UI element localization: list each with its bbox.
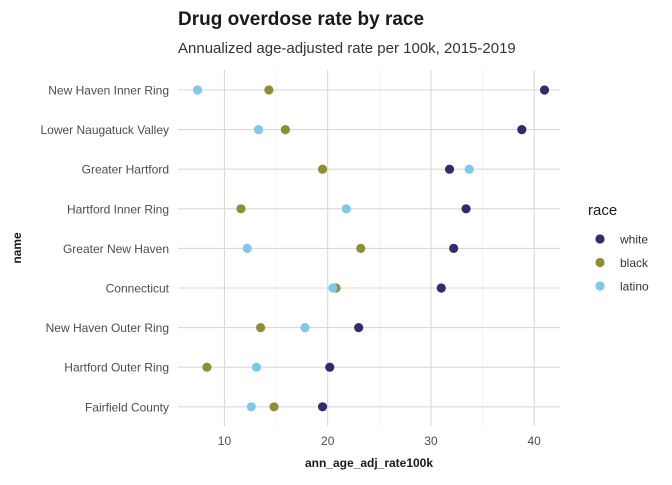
y-tick-label: New Haven Outer Ring	[46, 321, 169, 335]
legend-key-black	[595, 257, 605, 268]
y-tick-label: Greater Hartford	[82, 163, 169, 177]
point-black	[264, 85, 274, 95]
x-tick-label: 20	[321, 434, 335, 448]
y-tick-label: Greater New Haven	[63, 242, 169, 256]
y-tick-label: Lower Naugatuck Valley	[40, 123, 169, 137]
point-latino	[251, 362, 262, 372]
legend-label-latino: latino	[620, 280, 649, 294]
point-white	[325, 362, 335, 372]
point-white	[317, 402, 328, 412]
point-white	[461, 204, 471, 214]
point-black	[269, 402, 279, 412]
point-black	[280, 125, 290, 135]
point-latino	[246, 402, 256, 412]
legend-title: race	[588, 202, 617, 219]
point-black	[255, 323, 266, 333]
y-axis-title: name	[10, 232, 24, 264]
legend-label-white: white	[619, 233, 648, 247]
data-points	[193, 85, 550, 412]
legend-key-white	[595, 234, 605, 244]
point-latino	[193, 85, 203, 95]
chart-subtitle: Annualized age-adjusted rate per 100k, 2…	[178, 40, 516, 57]
point-black	[356, 243, 366, 253]
legend-label-black: black	[620, 256, 649, 270]
point-white	[517, 125, 527, 135]
point-white	[354, 323, 364, 333]
x-tick-label: 40	[528, 434, 542, 448]
x-tick-label: 10	[218, 434, 232, 448]
point-black	[317, 164, 328, 174]
point-black	[236, 204, 246, 214]
point-black	[202, 362, 212, 372]
point-white	[539, 85, 550, 95]
point-latino	[242, 243, 252, 253]
point-latino	[300, 323, 310, 333]
x-tick-labels: 10 20 30 40	[218, 434, 541, 448]
point-white	[444, 164, 455, 174]
legend-key-latino	[595, 281, 605, 291]
point-white	[449, 243, 459, 253]
y-tick-label: Hartford Inner Ring	[67, 202, 169, 216]
chart-title: Drug overdose rate by race	[178, 9, 424, 30]
grid	[178, 70, 560, 426]
point-latino	[464, 164, 474, 174]
x-tick-label: 30	[424, 434, 438, 448]
point-latino	[253, 125, 264, 135]
x-axis-title: ann_age_adj_rate100k	[305, 456, 433, 470]
legend: race white black latino	[588, 202, 649, 294]
y-tick-label: Fairfield County	[85, 400, 169, 414]
y-tick-label: Hartford Outer Ring	[64, 361, 169, 375]
y-tick-label: Connecticut	[106, 282, 170, 296]
y-tick-label: New Haven Inner Ring	[48, 84, 169, 98]
point-white	[436, 283, 446, 293]
point-latino	[328, 283, 338, 293]
y-tick-labels: New Haven Inner Ring Lower Naugatuck Vall…	[40, 84, 169, 415]
point-latino	[341, 204, 351, 214]
